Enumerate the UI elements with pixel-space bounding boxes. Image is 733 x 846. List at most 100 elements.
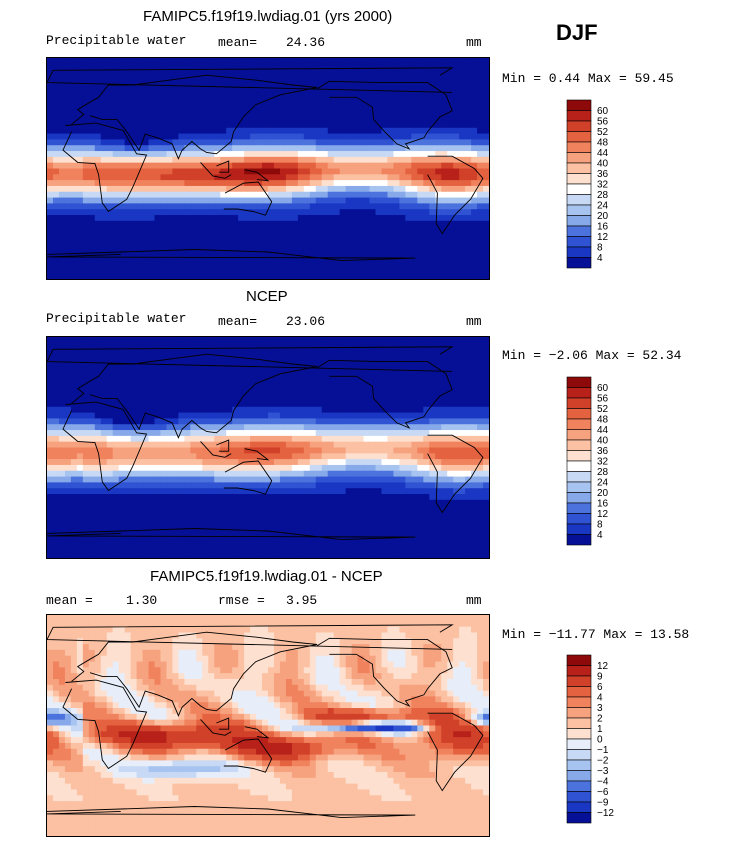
field-cell	[220, 191, 227, 199]
field-cell	[441, 92, 448, 100]
field-cell	[345, 418, 353, 425]
field-cell	[58, 453, 66, 460]
field-cell	[94, 174, 102, 181]
field-cell	[112, 191, 120, 199]
field-cell	[381, 98, 389, 106]
field-cell	[297, 435, 305, 443]
field-cell	[285, 459, 293, 466]
field-cell	[184, 488, 191, 495]
field-cell	[76, 92, 84, 100]
field-cell	[172, 476, 179, 483]
field-cell	[136, 400, 144, 408]
field-cell	[238, 255, 245, 263]
field-cell	[309, 133, 317, 141]
field-cell	[411, 197, 418, 204]
field-cell	[369, 180, 377, 187]
field-cell	[477, 267, 484, 274]
field-cell	[244, 92, 251, 100]
field-cell	[226, 162, 233, 170]
field-cell	[279, 482, 287, 489]
field-cell	[333, 168, 341, 175]
field-cell	[178, 255, 185, 263]
field-cell	[291, 366, 299, 373]
field-cell	[447, 185, 454, 193]
field-cell	[238, 197, 245, 204]
field-cell	[315, 348, 323, 356]
field-cell	[483, 395, 489, 402]
field-cell	[262, 127, 269, 135]
field-cell	[226, 342, 233, 350]
field-cell	[154, 121, 162, 129]
field-cell	[291, 354, 299, 361]
field-cell	[471, 145, 478, 152]
field-cell	[244, 435, 251, 443]
field-cell	[124, 377, 132, 385]
field-cell	[333, 354, 341, 361]
field-cell	[423, 435, 430, 443]
field-cell	[453, 174, 460, 181]
field-cell	[447, 180, 454, 187]
field-cell	[357, 377, 365, 385]
field-cell	[273, 145, 281, 152]
field-cell	[447, 337, 454, 344]
field-cell	[196, 261, 203, 268]
field-cell	[118, 488, 126, 495]
field-cell	[256, 494, 263, 501]
field-cell	[268, 464, 275, 472]
field-cell	[435, 354, 442, 361]
field-cell	[339, 151, 347, 158]
field-cell	[112, 464, 120, 472]
field-cell	[399, 342, 406, 350]
field-cell	[297, 470, 305, 478]
field-cell	[411, 488, 418, 495]
field-cell	[471, 121, 478, 129]
field-cell	[178, 232, 185, 239]
field-cell	[208, 162, 215, 170]
field-cell	[238, 92, 245, 100]
field-cell	[112, 488, 120, 495]
field-cell	[154, 494, 162, 501]
field-cell	[333, 133, 341, 141]
field-cell	[190, 499, 197, 507]
field-cell	[351, 145, 359, 152]
field-cell	[321, 499, 329, 507]
field-cell	[393, 395, 400, 402]
field-cell	[465, 494, 472, 501]
panel-1-colorbar: 60 56 52 48 44 40 36 32 28 24 20 16 12 8 4	[566, 99, 627, 275]
field-cell	[232, 104, 239, 111]
field-cell	[238, 209, 245, 216]
field-cell	[477, 383, 484, 390]
field-cell	[345, 133, 353, 141]
field-cell	[70, 220, 78, 228]
field-cell	[52, 116, 60, 123]
field-cell	[483, 354, 489, 361]
field-cell	[184, 464, 191, 472]
field-cell	[160, 441, 168, 449]
field-cell	[118, 58, 126, 65]
field-cell	[435, 435, 442, 443]
field-cell	[47, 209, 54, 216]
field-cell	[417, 139, 424, 146]
field-cell	[154, 360, 162, 367]
field-cell	[435, 92, 442, 100]
field-cell	[82, 98, 90, 106]
field-cell	[399, 389, 406, 396]
field-cell	[82, 168, 90, 175]
field-cell	[184, 162, 191, 170]
field-cell	[357, 441, 365, 449]
field-cell	[405, 488, 412, 495]
field-cell	[106, 482, 114, 489]
field-cell	[256, 406, 263, 414]
field-cell	[52, 58, 60, 65]
field-cell	[172, 464, 179, 472]
field-cell	[58, 366, 66, 373]
field-cell	[226, 180, 233, 187]
field-cell	[148, 98, 156, 106]
coastline	[223, 181, 273, 216]
field-cell	[285, 377, 293, 385]
field-cell	[471, 377, 478, 385]
field-cell	[459, 215, 466, 222]
field-cell	[154, 430, 162, 437]
field-cell	[453, 476, 460, 483]
field-cell	[172, 430, 179, 437]
